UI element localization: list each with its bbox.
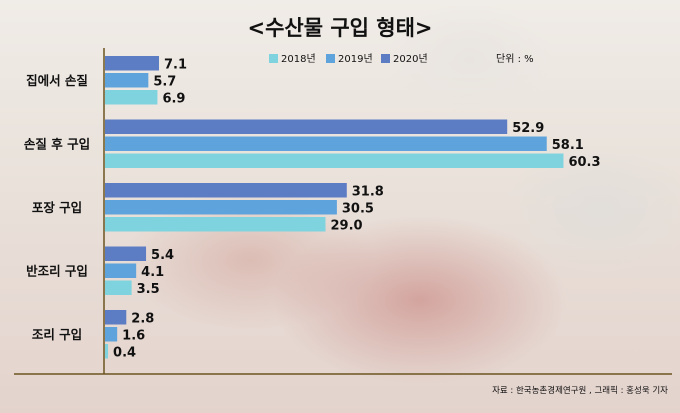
value-label: 29.0 bbox=[330, 218, 362, 233]
bar bbox=[105, 56, 159, 71]
unit-note: 단위 : % bbox=[496, 52, 534, 65]
bar bbox=[105, 119, 508, 134]
legend: 2018년 2019년 2020년 bbox=[269, 53, 428, 65]
bar bbox=[105, 153, 564, 168]
category-label: 반조리 구입 bbox=[26, 263, 88, 278]
bar bbox=[105, 200, 337, 215]
value-label: 6.9 bbox=[162, 91, 185, 106]
source-credit: 자료 : 한국농촌경제연구원 , 그래픽 : 홍성욱 기자 bbox=[492, 385, 668, 396]
category-label: 집에서 손질 bbox=[26, 73, 88, 88]
bar bbox=[105, 263, 137, 278]
bar bbox=[105, 136, 547, 151]
bar bbox=[105, 217, 326, 232]
legend-label: 2019년 bbox=[338, 53, 373, 65]
value-label: 1.6 bbox=[122, 328, 145, 343]
value-label: 5.7 bbox=[153, 74, 176, 89]
value-label: 31.8 bbox=[352, 184, 384, 199]
category-label: 조리 구입 bbox=[32, 327, 82, 342]
legend-swatch bbox=[381, 54, 390, 63]
value-label: 5.4 bbox=[151, 248, 174, 263]
value-label: 7.1 bbox=[164, 57, 187, 72]
chart-title: <수산물 구입 형태> bbox=[247, 16, 432, 40]
value-label: 0.4 bbox=[113, 345, 136, 360]
bar bbox=[105, 344, 109, 359]
legend-swatch bbox=[326, 54, 335, 63]
value-label: 2.8 bbox=[131, 311, 154, 326]
value-label: 60.3 bbox=[568, 155, 600, 170]
bar bbox=[105, 246, 147, 261]
value-label: 3.5 bbox=[137, 282, 160, 297]
bar bbox=[105, 310, 127, 325]
category-label: 포장 구입 bbox=[32, 200, 82, 215]
bar bbox=[105, 73, 149, 88]
bar bbox=[105, 90, 158, 105]
bar bbox=[105, 327, 118, 342]
bar bbox=[105, 280, 132, 295]
value-label: 30.5 bbox=[342, 201, 374, 216]
legend-label: 2018년 bbox=[281, 53, 316, 65]
legend-label: 2020년 bbox=[393, 53, 428, 65]
value-label: 58.1 bbox=[552, 138, 584, 153]
category-label: 손질 후 구입 bbox=[24, 136, 90, 151]
value-label: 4.1 bbox=[141, 265, 164, 280]
bars: 집에서 손질 7.1 5.7 6.9 손질 후 구입 52.9 58.1 60.3 포장 구입 3… bbox=[24, 56, 601, 360]
legend-swatch bbox=[269, 54, 278, 63]
value-label: 52.9 bbox=[512, 121, 544, 136]
bar bbox=[105, 183, 347, 198]
